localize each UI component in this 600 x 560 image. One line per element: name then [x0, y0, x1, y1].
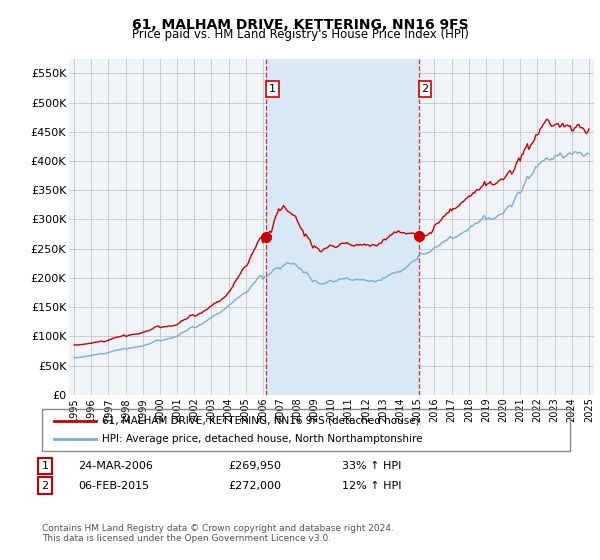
Text: 2: 2 — [41, 480, 49, 491]
Bar — [266, 59, 419, 395]
Text: Price paid vs. HM Land Registry's House Price Index (HPI): Price paid vs. HM Land Registry's House … — [131, 28, 469, 41]
Text: HPI: Average price, detached house, North Northamptonshire: HPI: Average price, detached house, Nort… — [102, 434, 422, 444]
Text: 06-FEB-2015: 06-FEB-2015 — [78, 480, 149, 491]
Text: Contains HM Land Registry data © Crown copyright and database right 2024.
This d: Contains HM Land Registry data © Crown c… — [42, 524, 394, 543]
Text: 61, MALHAM DRIVE, KETTERING, NN16 9FS: 61, MALHAM DRIVE, KETTERING, NN16 9FS — [131, 18, 469, 32]
Text: 1: 1 — [269, 84, 276, 94]
Text: £269,950: £269,950 — [228, 461, 281, 471]
Text: 24-MAR-2006: 24-MAR-2006 — [78, 461, 153, 471]
Text: 2: 2 — [422, 84, 428, 94]
Text: 12% ↑ HPI: 12% ↑ HPI — [342, 480, 401, 491]
Text: 1: 1 — [41, 461, 49, 471]
Text: 33% ↑ HPI: 33% ↑ HPI — [342, 461, 401, 471]
Text: 61, MALHAM DRIVE, KETTERING, NN16 9FS (detached house): 61, MALHAM DRIVE, KETTERING, NN16 9FS (d… — [102, 416, 419, 426]
Text: £272,000: £272,000 — [228, 480, 281, 491]
